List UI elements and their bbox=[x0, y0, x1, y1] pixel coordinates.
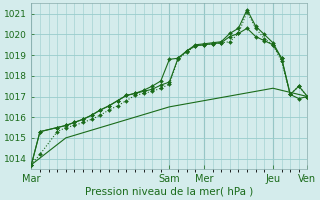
X-axis label: Pression niveau de la mer( hPa ): Pression niveau de la mer( hPa ) bbox=[85, 187, 253, 197]
